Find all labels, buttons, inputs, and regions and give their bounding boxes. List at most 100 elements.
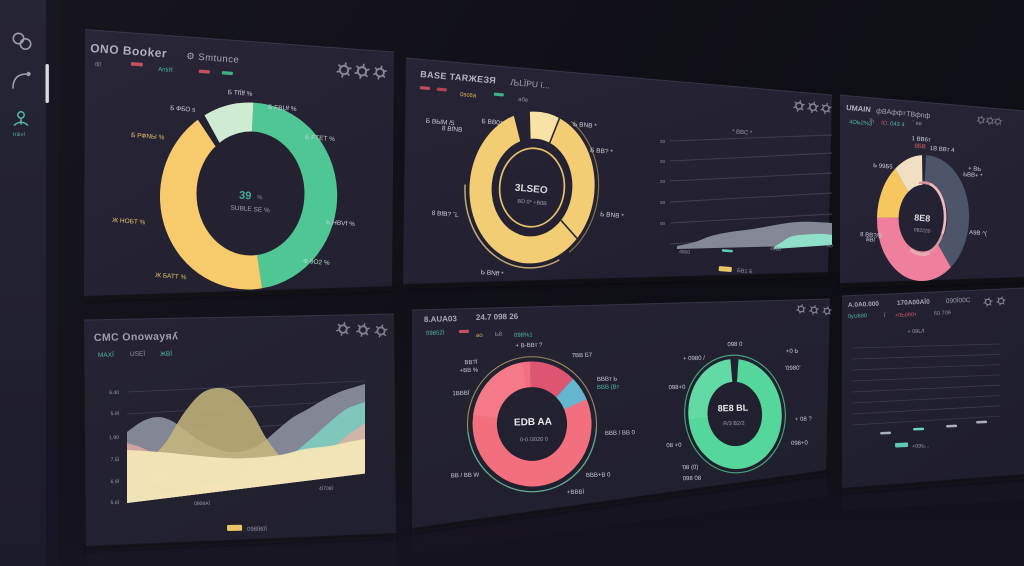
svg-text:7.5Ї: 7.5Ї — [111, 456, 120, 463]
svg-text:Ь BNff *: Ь BNff * — [480, 269, 504, 278]
svg-text:098+0: 098+0 — [668, 385, 686, 391]
svg-text:0-0 /2020 0: 0-0 /2020 0 — [520, 437, 548, 444]
svg-text:098Ї80Ї: 098Ї80Ї — [247, 526, 267, 533]
svg-text:60 709: 60 709 — [934, 310, 951, 317]
svg-text:+09Ь...: +09Ь... — [912, 443, 930, 450]
svg-text:8E8 BL: 8E8 BL — [718, 403, 749, 414]
svg-text:Ь8: Ь8 — [495, 332, 503, 338]
svg-text:4800: 4800 — [679, 249, 691, 256]
svg-text:* BBС *: * BBС * — [732, 129, 753, 137]
svg-text:UMAIN: UMAIN — [846, 103, 871, 114]
svg-text:Б BB? *: Б BB? * — [590, 147, 614, 156]
svg-text:Б FBUf %: Б FBUf % — [268, 104, 297, 113]
svg-text:ЉLЇPU ї...: ЉLЇPU ї... — [510, 77, 550, 90]
svg-text:BB / BB W: BB / BB W — [451, 473, 480, 480]
svg-text:00: 00 — [660, 159, 666, 164]
svg-text:BBB (Bт: BBB (Bт — [597, 384, 620, 391]
svg-text:098 0: 098 0 — [727, 342, 743, 348]
svg-text:24.7 098 26: 24.7 098 26 — [476, 312, 519, 322]
svg-text:043 4: 043 4 — [890, 121, 906, 128]
svg-text:+BBBЇ: +BBBЇ — [567, 489, 585, 496]
svg-text:8E8: 8E8 — [914, 212, 931, 223]
svg-text:фBAффт: фBAффт — [876, 108, 907, 118]
svg-text:+ B-BBт ?: + B-BBт ? — [515, 343, 543, 350]
svg-text:MAXЇ: MAXЇ — [98, 351, 114, 359]
svg-text:6.40: 6.40 — [109, 390, 119, 396]
svg-text:Ь BNB *: Ь BNB * — [573, 121, 598, 130]
svg-text:ТBфпф: ТBфпф — [906, 111, 931, 120]
svg-text:08 +0: 08 +0 — [666, 443, 682, 449]
svg-text:8БB: 8БB — [914, 144, 926, 151]
svg-text:A9B ^(: A9B ^( — [969, 230, 987, 238]
svg-text:⚙ Smtunce: ⚙ Smtunce — [186, 51, 240, 66]
svg-text:+ 0980 /: + 0980 / — [683, 356, 705, 363]
svg-text:8 BfB? ˆL: 8 BfB? ˆL — [431, 210, 459, 219]
svg-text:80: 80 — [827, 243, 833, 249]
svg-text:AntiЯ: AntiЯ — [158, 67, 173, 74]
svg-text:CMC Onowayяʎ: CMC Onowayяʎ — [94, 330, 179, 344]
svg-text:4ОЬ2%3: 4ОЬ2%3 — [849, 120, 873, 128]
svg-text:Б ФБО ѕ: Б ФБО ѕ — [170, 105, 197, 114]
svg-text:A.0A0.000: A.0A0.000 — [848, 301, 880, 309]
svg-text:6.9Ї: 6.9Ї — [111, 478, 120, 485]
svg-text:Ь BNB *: Ь BNB * — [600, 211, 625, 220]
svg-text:1BBBЇ: 1BBBЇ — [452, 390, 470, 397]
svg-text:ONO Booker: ONO Booker — [90, 41, 168, 60]
svg-text:Ь НBVf %: Ь НBVf % — [326, 219, 355, 228]
svg-text:абе: абе — [518, 97, 529, 104]
svg-text:Ф 9О2 %: Ф 9О2 % — [303, 258, 330, 267]
svg-text:ІО.: ІО. — [881, 121, 890, 128]
svg-text:090Ї00С: 090Ї00С — [946, 296, 971, 305]
svg-text:09852Ї: 09852Ї — [426, 330, 445, 337]
svg-text:+ 09L/I: + 09L/I — [907, 329, 925, 336]
svg-text:BBBт Ь: BBBт Ь — [597, 376, 618, 383]
svg-text:0уU690: 0уU690 — [848, 313, 867, 320]
svg-text:00: 00 — [660, 221, 666, 226]
svg-text:Ж НОБT %: Ж НОБT % — [112, 217, 146, 226]
svg-text:+0Ь090т: +0Ь090т — [895, 312, 917, 319]
svg-text:tr&vl: tr&vl — [13, 132, 25, 138]
svg-text:39: 39 — [239, 190, 252, 203]
svg-text:4Ї708Ї: 4Ї708Ї — [319, 485, 334, 492]
svg-text:098%1: 098%1 — [514, 332, 533, 339]
svg-text:ао: ао — [476, 333, 483, 339]
svg-text:BB?Ї: BB?Ї — [464, 359, 478, 366]
svg-text:098+0: 098+0 — [791, 441, 809, 447]
svg-text:170A00AЇ0: 170A00AЇ0 — [897, 298, 931, 307]
svg-text:+BB %: +BB % — [460, 368, 479, 374]
svg-text:3LSEO: 3LSEO — [514, 183, 548, 197]
svg-text:5.9Ї: 5.9Ї — [111, 410, 120, 417]
svg-text:BBЇ: BBЇ — [866, 236, 876, 244]
svg-text:EDB AA: EDB AA — [514, 417, 552, 429]
svg-text:'0980': '0980' — [785, 366, 801, 372]
svg-text:00: 00 — [660, 179, 666, 184]
svg-text:ˇ вв: ˇ вв — [912, 121, 922, 128]
svg-text:'08 (0): '08 (0) — [681, 465, 698, 471]
svg-text:BBB+B 0: BBB+B 0 — [586, 472, 611, 479]
svg-text:Б BЫM /5: Б BЫM /5 — [425, 118, 455, 128]
svg-text:082220: 082220 — [914, 227, 931, 234]
svg-text:0908AЇ: 0908AЇ — [194, 500, 211, 507]
svg-text:BD 0* +B0B: BD 0* +B0B — [517, 199, 547, 208]
svg-text:tlll: tlll — [95, 62, 101, 68]
svg-text:БB1 Б: БB1 Б — [737, 268, 753, 275]
svg-text:BBB / BB 0: BBB / BB 0 — [605, 430, 636, 437]
svg-text:7BB Б7: 7BB Б7 — [572, 353, 593, 360]
svg-text:ЬBB+ *: ЬBB+ * — [963, 172, 984, 180]
svg-text:Б FTЕT %: Б FTЕT % — [305, 134, 335, 143]
svg-text:8 BfNB: 8 BfNB — [442, 125, 463, 134]
svg-text:Ћ: Ћ — [869, 119, 874, 125]
svg-text:Ж БАТТ %: Ж БАТТ % — [155, 272, 187, 281]
svg-text:00: 00 — [660, 200, 666, 205]
svg-text:Ь 99Б5: Ь 99Б5 — [873, 163, 894, 171]
svg-text:8 BB?/B: 8 BB?/B — [860, 232, 882, 240]
svg-text:1B BBт 4: 1B BBт 4 — [929, 146, 955, 154]
svg-text:098 08: 098 08 — [683, 476, 702, 482]
svg-text:+0 Ь: +0 Ь — [786, 349, 799, 355]
svg-text:Б TfЇff %: Б TfЇff % — [228, 88, 253, 98]
svg-text:USEЇ: USEЇ — [130, 350, 146, 358]
svg-text:4000: 4000 — [770, 246, 782, 253]
svg-text:0ѕс6а: 0ѕс6а — [460, 92, 477, 99]
svg-text:SUBLE SE %: SUBLE SE % — [230, 205, 270, 215]
svg-text:ЖBЇ: ЖBЇ — [160, 350, 172, 358]
